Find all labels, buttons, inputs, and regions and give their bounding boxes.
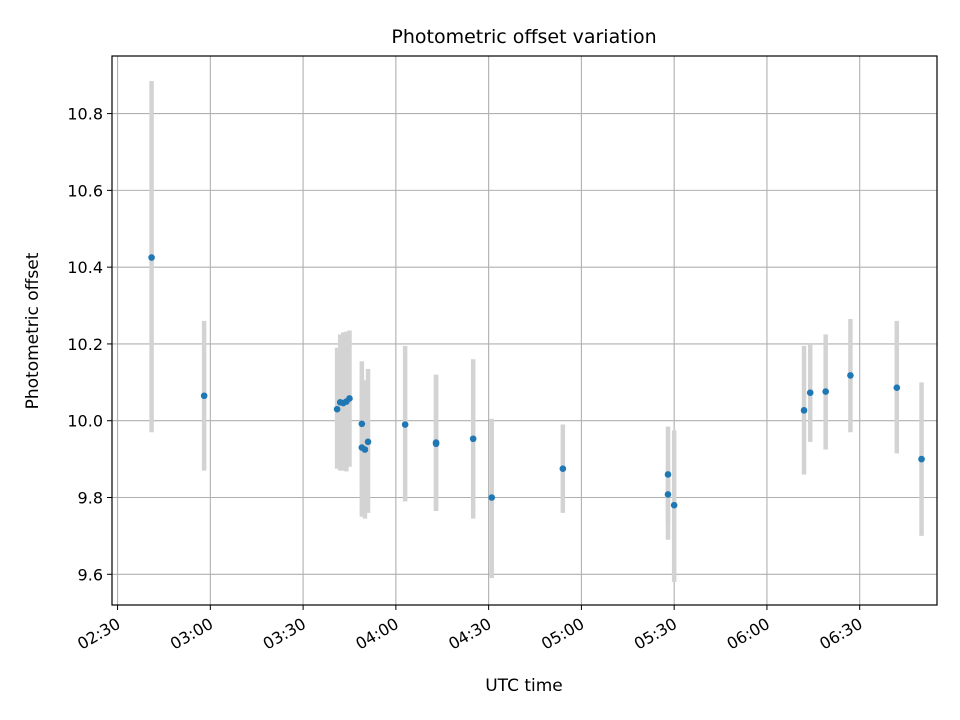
data-point — [670, 501, 678, 509]
x-tick-label: 04:00 — [352, 614, 401, 654]
data-point — [432, 440, 440, 448]
data-point — [893, 384, 901, 392]
x-tick-label: 03:30 — [260, 614, 309, 654]
data-point — [806, 389, 814, 396]
data-point — [918, 455, 925, 463]
y-tick-label: 10.2 — [67, 335, 103, 354]
y-tick-label: 10.6 — [67, 181, 103, 200]
data-points — [148, 254, 925, 509]
plot-frame — [111, 55, 938, 606]
data-point — [346, 395, 353, 402]
x-tick-label: 05:00 — [538, 614, 587, 654]
grid — [112, 56, 937, 605]
y-tick-label: 9.8 — [78, 489, 103, 508]
y-axis: 9.6 9.8 10.0 10.2 10.4 10.6 10.8 — [67, 105, 112, 584]
x-axis: 02:30 03:00 03:30 04:00 04:30 05:00 05:30 06:00… — [74, 605, 866, 654]
data-point — [469, 435, 477, 443]
data-point — [488, 494, 496, 501]
data-point — [847, 372, 854, 379]
y-tick-label: 10.0 — [67, 412, 103, 431]
data-point — [401, 421, 409, 428]
x-tick-label: 05:30 — [631, 614, 680, 654]
data-point — [148, 254, 155, 261]
data-point — [559, 465, 567, 473]
y-tick-label: 10.4 — [67, 258, 103, 277]
x-tick-label: 06:00 — [723, 614, 772, 654]
x-tick-label: 02:30 — [74, 614, 123, 654]
x-tick-label: 06:30 — [816, 614, 865, 654]
data-point — [664, 491, 672, 498]
error-bars — [149, 80, 924, 582]
y-tick-label: 9.6 — [78, 565, 103, 584]
x-tick-label: 04:30 — [445, 614, 494, 654]
data-point — [200, 392, 208, 400]
data-point — [364, 438, 372, 446]
x-tick-label: 03:00 — [167, 614, 216, 654]
y-axis-title: Photometric offset — [23, 252, 43, 409]
data-point — [361, 446, 369, 453]
data-point — [664, 471, 672, 478]
data-point — [800, 407, 808, 414]
chart-title: Photometric offset variation — [391, 26, 656, 48]
data-point — [822, 388, 829, 395]
data-point — [358, 420, 366, 428]
x-axis-title: UTC time — [485, 676, 563, 696]
y-tick-label: 10.8 — [67, 105, 103, 124]
data-point — [333, 405, 341, 413]
